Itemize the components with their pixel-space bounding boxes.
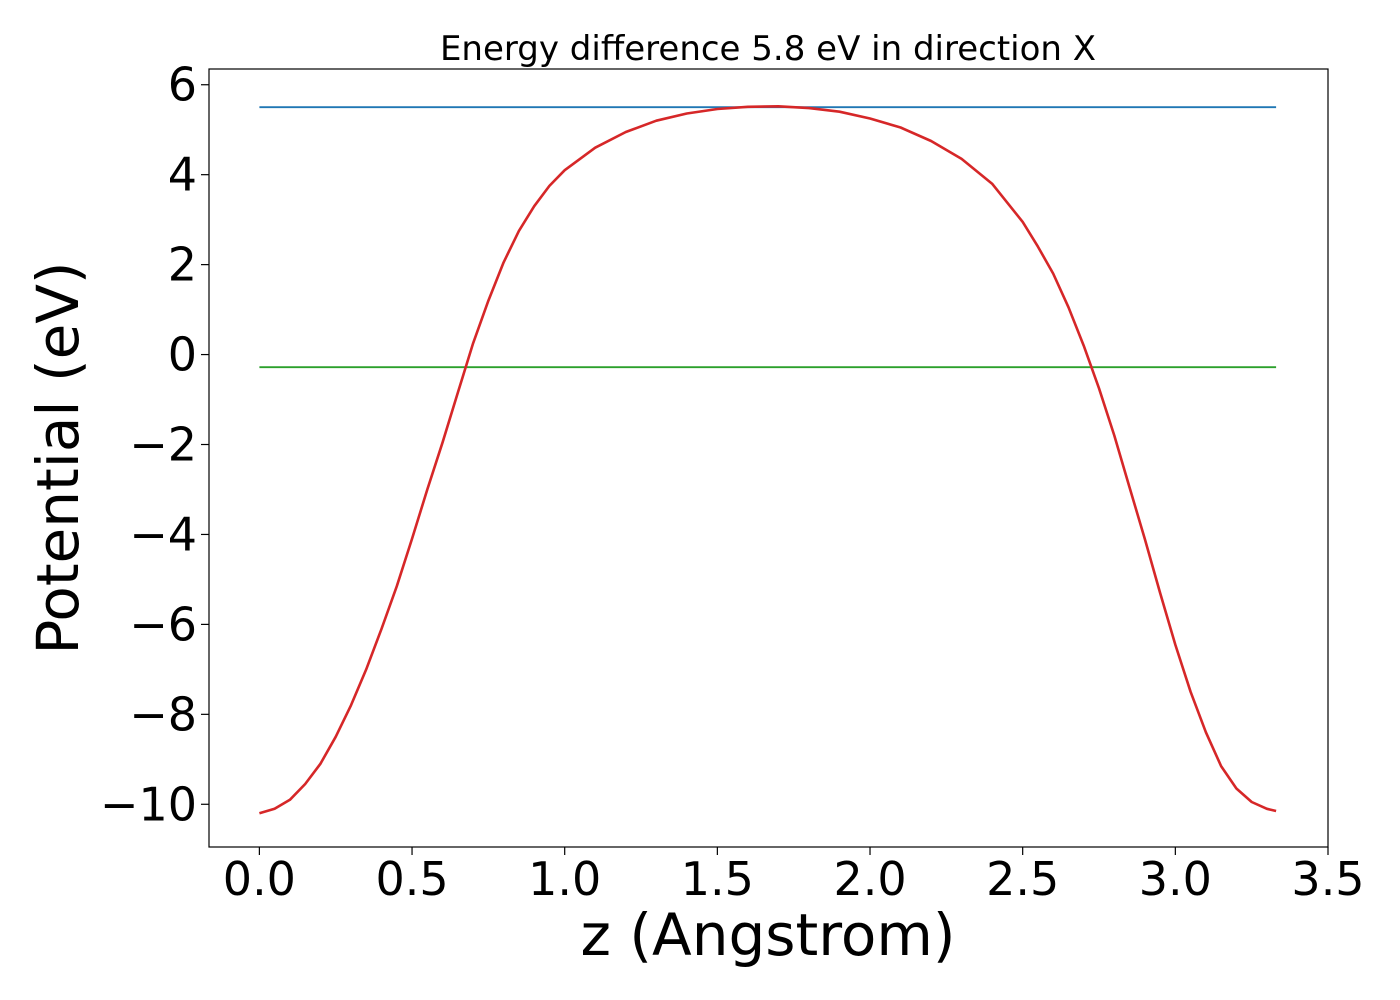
plot-frame (208, 68, 1329, 848)
x-tick-label: 2.0 (833, 852, 906, 906)
x-axis-label: z (Angstrom) (581, 901, 956, 969)
y-tick-label: −6 (129, 597, 197, 651)
y-axis-label: Potential (eV) (24, 261, 92, 654)
x-tick-label: 0.0 (223, 852, 296, 906)
y-tick-label: 4 (168, 148, 197, 202)
y-tick-label: 0 (168, 328, 197, 382)
x-tick-label: 2.5 (986, 852, 1059, 906)
y-tick-label: −2 (129, 418, 197, 472)
x-axis: 0.0 0.5 1.0 1.5 2.0 2.5 3.0 3.5 (223, 847, 1365, 906)
y-tick-label: −8 (129, 687, 197, 741)
y-tick-label: 6 (168, 58, 197, 112)
series-line-0 (259, 105, 1277, 815)
y-tick-label: −4 (129, 507, 197, 561)
chart-title: Energy difference 5.8 eV in direction X (440, 29, 1096, 69)
y-tick-label: 2 (168, 238, 197, 292)
y-tick-label: −10 (100, 777, 197, 831)
x-tick-label: 1.0 (528, 852, 601, 906)
x-tick-label: 3.5 (1291, 852, 1364, 906)
x-tick-label: 3.0 (1139, 852, 1212, 906)
y-axis: −10 −8 −6 −4 −2 0 2 4 6 (100, 58, 209, 831)
series-layer (259, 105, 1277, 815)
x-tick-label: 0.5 (375, 852, 448, 906)
x-tick-label: 1.5 (681, 852, 754, 906)
